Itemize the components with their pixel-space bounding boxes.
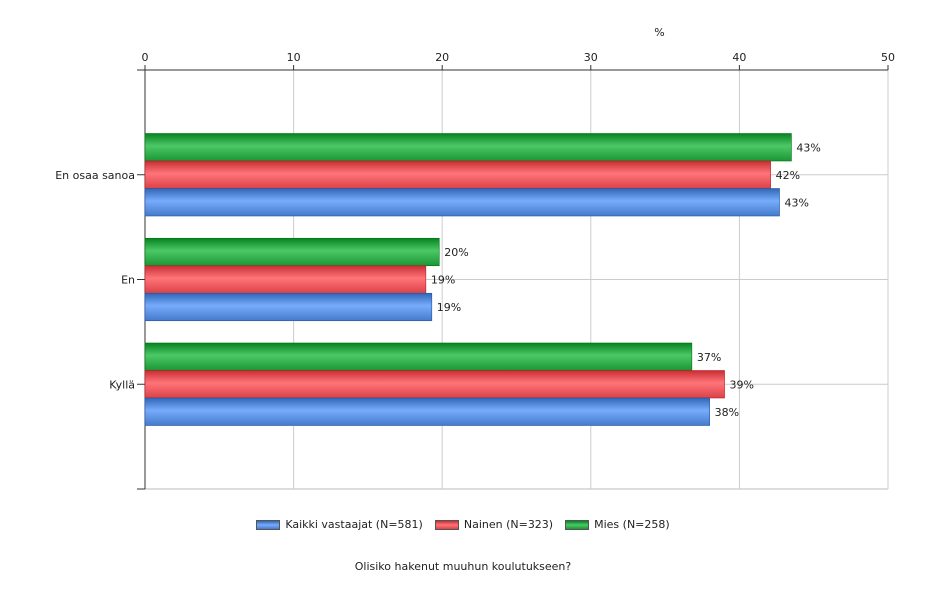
legend-label: Mies (N=258) xyxy=(594,518,670,531)
bar xyxy=(144,370,725,399)
legend-item: Mies (N=258) xyxy=(565,518,670,531)
category-label: Kyllä xyxy=(109,378,135,391)
legend-swatch xyxy=(256,519,281,530)
x-tick-label: 40 xyxy=(732,51,746,64)
bar xyxy=(144,265,427,294)
bar xyxy=(144,237,440,267)
legend-swatch xyxy=(434,519,459,530)
legend: Kaikki vastaajat (N=581) Nainen (N=323) Mi… xyxy=(0,518,926,533)
data-label: 20% xyxy=(444,246,468,259)
legend-item: Nainen (N=323) xyxy=(434,518,554,531)
x-tick-label: 30 xyxy=(584,51,598,64)
x-tick-label: 50 xyxy=(881,51,895,64)
data-label: 43% xyxy=(796,141,820,154)
data-label: 19% xyxy=(437,301,461,314)
bar xyxy=(144,160,771,189)
legend-swatch xyxy=(565,519,590,530)
data-label: 39% xyxy=(730,378,754,391)
x-tick-label: 0 xyxy=(142,51,149,64)
bar xyxy=(144,292,433,322)
data-label: 37% xyxy=(697,351,721,364)
legend-item: Kaikki vastaajat (N=581) xyxy=(256,518,423,531)
bar xyxy=(144,188,780,217)
data-label: 19% xyxy=(431,274,455,287)
legend-label: Kaikki vastaajat (N=581) xyxy=(285,518,423,531)
bar xyxy=(144,342,693,371)
x-axis-unit: % xyxy=(654,26,664,39)
chart-question: Olisiko hakenut muuhun koulutukseen? xyxy=(354,560,572,573)
x-tick-label: 20 xyxy=(435,51,449,64)
data-label: 38% xyxy=(715,406,739,419)
legend-label: Nainen (N=323) xyxy=(463,518,554,531)
data-label: 42% xyxy=(776,169,800,182)
bar xyxy=(144,133,792,162)
data-label: 43% xyxy=(785,196,809,209)
bar xyxy=(144,397,710,426)
category-label: En osaa sanoa xyxy=(55,169,135,182)
x-tick-label: 10 xyxy=(287,51,301,64)
category-label: En xyxy=(121,274,135,287)
